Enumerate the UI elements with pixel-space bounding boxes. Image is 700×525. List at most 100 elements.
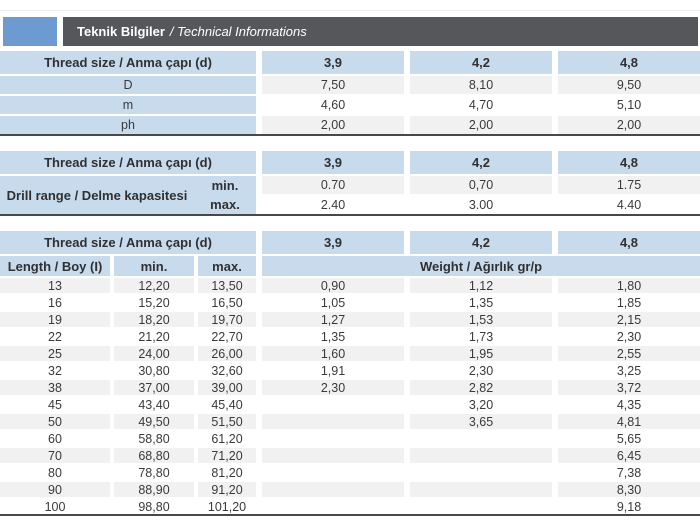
length-cell: 70 [0,448,110,463]
weight-cell [410,499,552,514]
value-cell: 2.40 [262,196,404,214]
size-col-header: 4,2 [410,151,552,174]
length-cell: 16 [0,295,110,310]
length-cell: 19 [0,312,110,327]
weight-cell: 7,38 [558,465,700,480]
max-cell: 101,20 [198,499,256,514]
value-cell: 0,70 [410,176,552,194]
size-col-header: 4,2 [410,231,552,254]
thread-size-header: Thread size / Anma çapı (d) [0,231,256,254]
weight-cell: 2,30 [558,329,700,344]
min-cell: 88,90 [114,482,194,497]
min-cell: 78,80 [114,465,194,480]
min-cell: 30,80 [114,363,194,378]
max-cell: 16,50 [198,295,256,310]
weight-cell: 3,20 [410,397,552,412]
table-divider [0,214,700,216]
max-label: max. [210,197,240,212]
weight-cell: 1,35 [262,329,404,344]
min-cell: 12,20 [114,278,194,293]
weight-cell [410,482,552,497]
weight-cell: 8,30 [558,482,700,497]
page-title: Teknik Bilgiler [77,24,165,39]
weight-cell [410,431,552,446]
value-cell: 8,10 [410,76,552,94]
max-cell: 91,20 [198,482,256,497]
weight-cell: 6,45 [558,448,700,463]
page-subtitle: / Technical Informations [169,24,307,39]
max-cell: 51,50 [198,414,256,429]
length-cell: 60 [0,431,110,446]
weight-cell: 1,91 [262,363,404,378]
weight-cell: 2,15 [558,312,700,327]
value-cell: 4,70 [410,96,552,114]
value-cell: 5,10 [558,96,700,114]
min-max-labels: min. max. [194,176,256,214]
weight-cell: 1,80 [558,278,700,293]
min-cell: 98,80 [114,499,194,514]
thread-size-header: Thread size / Anma çapı (d) [0,151,256,174]
length-weight-table-header: Thread size / Anma çapı (d) 3,9 4,2 4,8 [0,231,700,254]
min-cell: 58,80 [114,431,194,446]
weight-cell [262,414,404,429]
max-cell: 19,70 [198,312,256,327]
weight-cell: 1,27 [262,312,404,327]
drill-range-label-cell: Drill range / Delme kapasitesi min. max. [0,176,256,214]
dimensions-table: Thread size / Anma çapı (d) 3,9 4,2 4,8 … [0,51,700,134]
min-cell: 37,00 [114,380,194,395]
table-divider [0,514,700,516]
weight-cell: 1,12 [410,278,552,293]
row-label-m: m [0,96,256,114]
max-header: max. [198,256,256,276]
value-cell: 7,50 [262,76,404,94]
length-cell: 32 [0,363,110,378]
size-col-header: 4,8 [558,51,700,74]
max-cell: 22,70 [198,329,256,344]
weight-cell [410,448,552,463]
thread-size-header: Thread size / Anma çapı (d) [0,51,256,74]
size-col-header: 3,9 [262,151,404,174]
length-cell: 90 [0,482,110,497]
row-label-ph: ph [0,116,256,134]
value-cell: 4,60 [262,96,404,114]
weight-cell: 1,05 [262,295,404,310]
size-col-header: 4,2 [410,51,552,74]
min-cell: 21,20 [114,329,194,344]
min-cell: 43,40 [114,397,194,412]
title-strip: Teknik Bilgiler / Technical Informations [63,17,698,46]
title-bar: Teknik Bilgiler / Technical Informations [0,17,700,46]
length-header: Length / Boy (I) [0,256,110,276]
value-cell: 2,00 [558,116,700,134]
length-cell: 100 [0,499,110,514]
min-cell: 18,20 [114,312,194,327]
weight-cell: 4,35 [558,397,700,412]
weight-cell: 9,18 [558,499,700,514]
weight-cell: 0,90 [262,278,404,293]
accent-square [3,17,57,46]
max-cell: 13,50 [198,278,256,293]
row-label-D: D [0,76,256,94]
length-cell: 50 [0,414,110,429]
weight-cell: 1,60 [262,346,404,361]
table-divider [0,134,700,136]
weight-cell [262,465,404,480]
value-cell: 1.75 [558,176,700,194]
value-cell: 0.70 [262,176,404,194]
weight-cell: 1,35 [410,295,552,310]
weight-cell [410,465,552,480]
length-cell: 25 [0,346,110,361]
size-col-header: 4,8 [558,231,700,254]
weight-cell [262,448,404,463]
min-cell: 24,00 [114,346,194,361]
value-cell: 2,00 [262,116,404,134]
weight-cell: 3,25 [558,363,700,378]
length-weight-subheader: Length / Boy (I) min. max. Weight / Ağır… [0,256,700,276]
size-col-header: 3,9 [262,51,404,74]
length-weight-table-body: 13 12,20 13,50 0,90 1,12 1,80 16 15,20 1… [0,278,700,514]
max-cell: 26,00 [198,346,256,361]
weight-cell: 5,65 [558,431,700,446]
weight-cell: 1,73 [410,329,552,344]
weight-cell: 3,72 [558,380,700,395]
size-col-header: 4,8 [558,151,700,174]
